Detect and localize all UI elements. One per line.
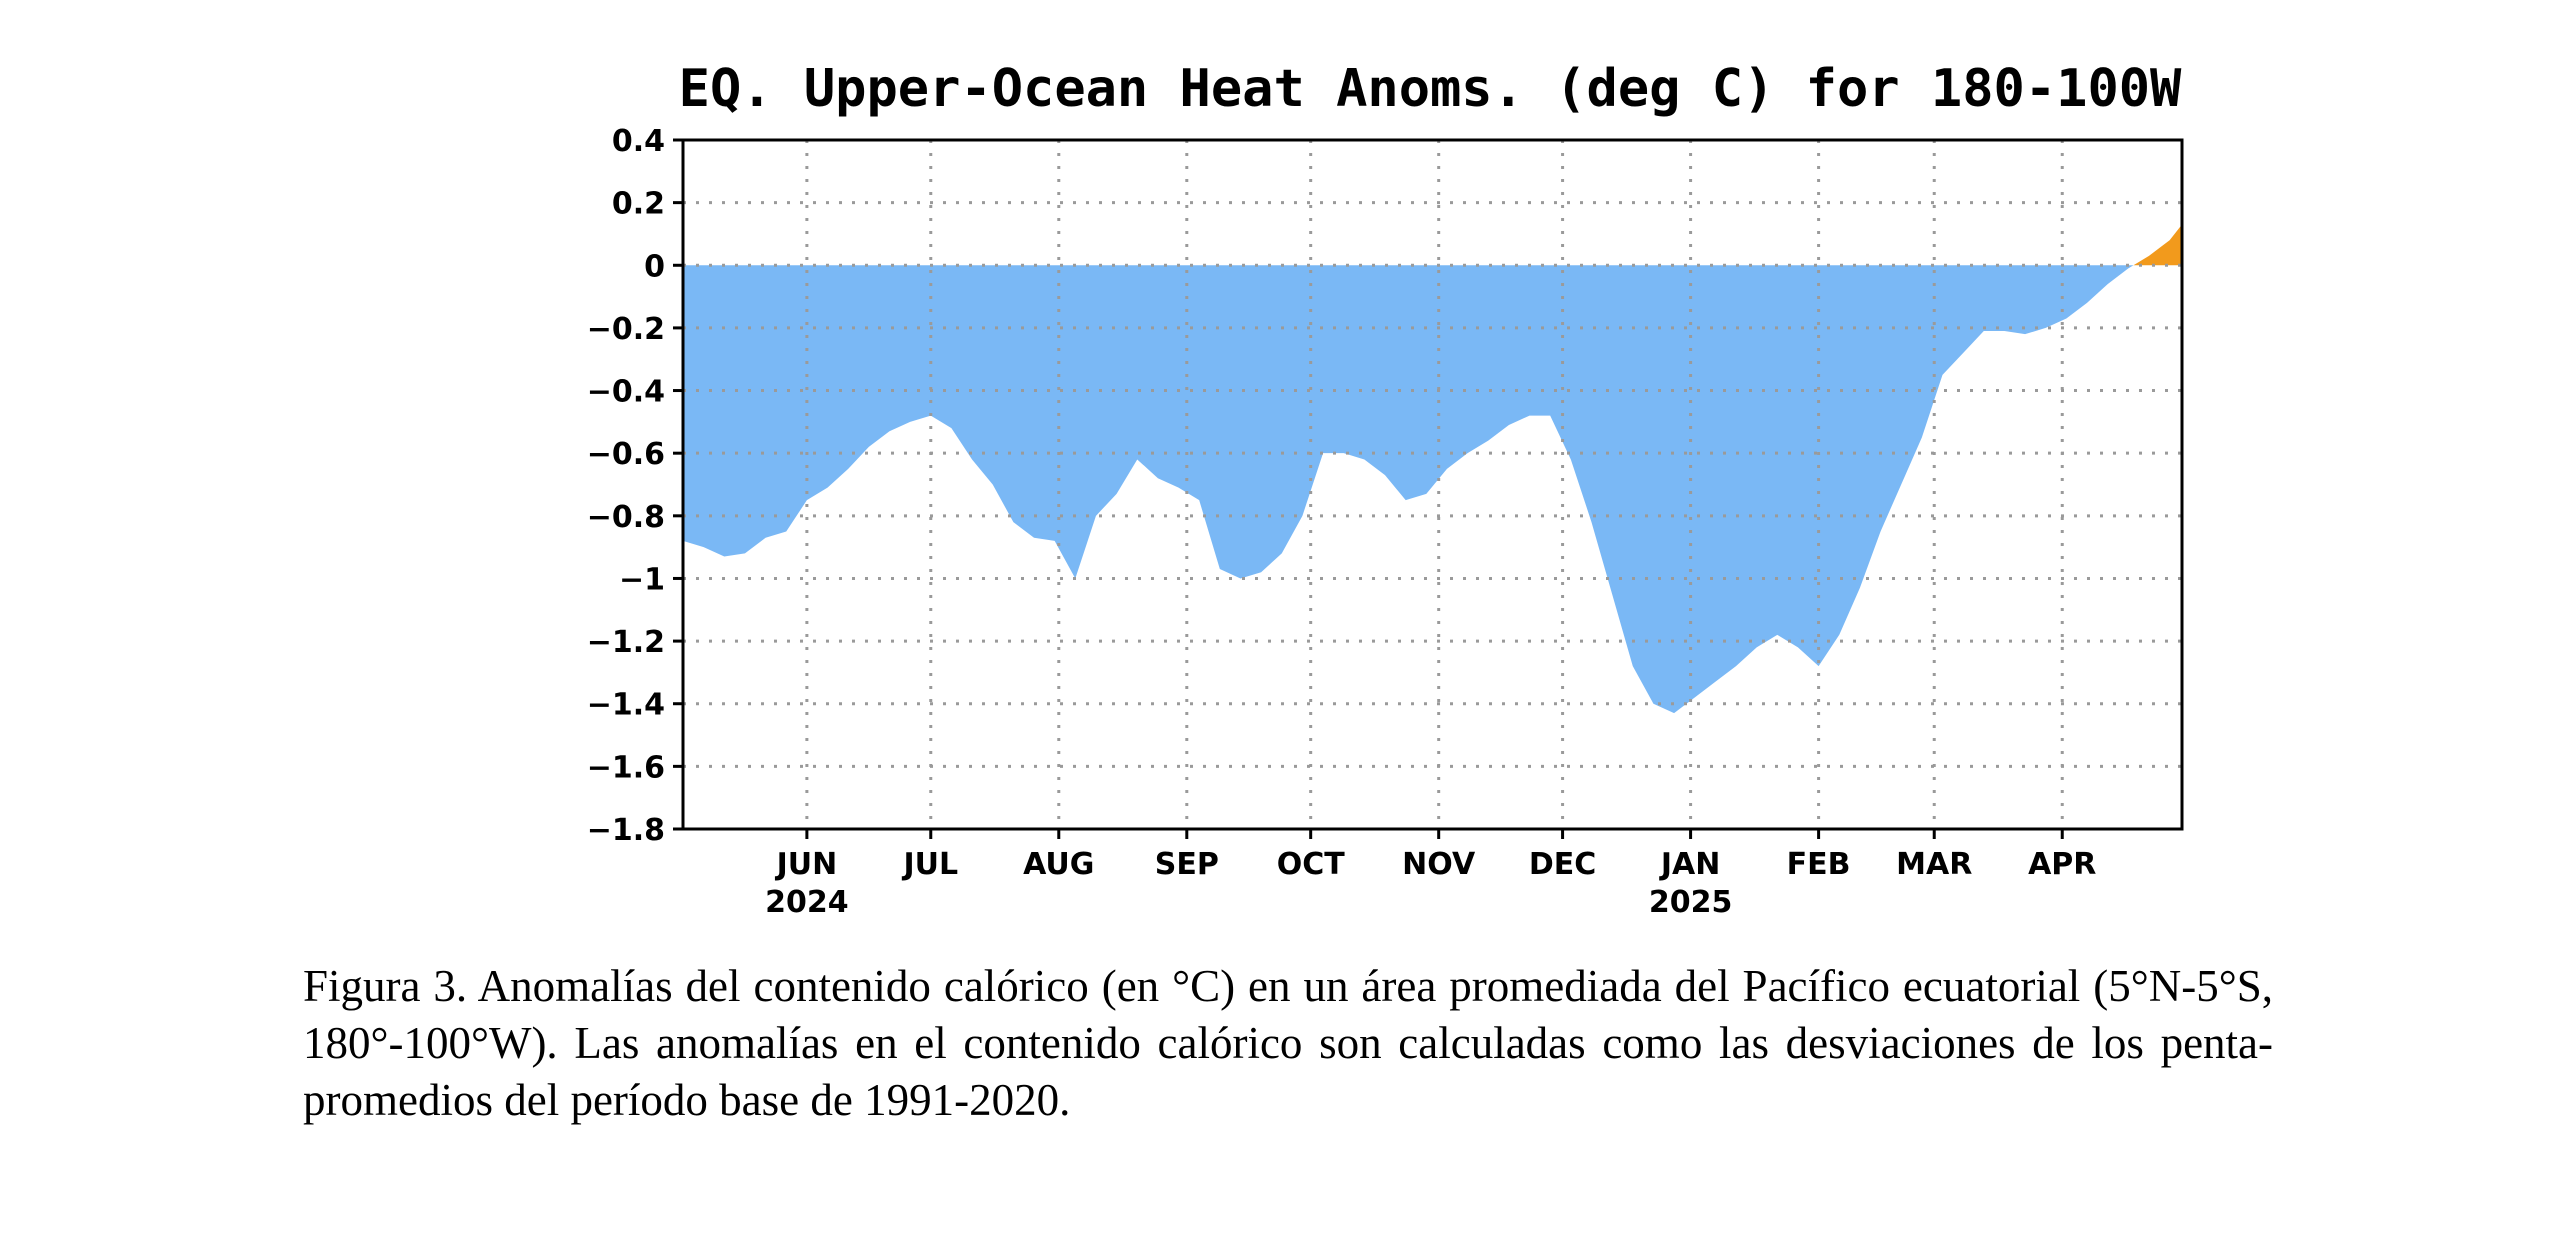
y-tick-label: 0.4 bbox=[612, 124, 665, 159]
x-tick-label: NOV bbox=[1402, 847, 1476, 882]
x-tick-label: APR bbox=[2028, 847, 2096, 882]
x-tick-label: JUL bbox=[901, 847, 958, 882]
x-tick-label: JUN bbox=[775, 847, 838, 882]
x-tick-label: JAN bbox=[1659, 847, 1721, 882]
y-tick-label: −1.4 bbox=[587, 688, 665, 723]
area-layer bbox=[683, 224, 2182, 714]
heat-anomaly-chart: EQ. Upper-Ocean Heat Anoms. (deg C) for … bbox=[587, 59, 2184, 920]
y-tick-label: −1.2 bbox=[587, 625, 665, 660]
y-tick-label: −0.4 bbox=[587, 375, 665, 410]
x-tick-label: OCT bbox=[1277, 847, 1346, 882]
x-tick-label: SEP bbox=[1155, 847, 1219, 882]
y-tick-label: −0.8 bbox=[587, 500, 665, 535]
grid-layer bbox=[683, 140, 2182, 829]
y-tick-label: −0.6 bbox=[587, 437, 665, 472]
y-tick-label: −0.2 bbox=[587, 312, 665, 347]
x-tick-year-label: 2024 bbox=[765, 885, 849, 920]
y-tick-label: 0 bbox=[644, 249, 665, 284]
y-tick-label: −1.8 bbox=[587, 813, 665, 848]
y-axis: 0.4 0.2 0 −0.2 −0.4 −0.6 −0.8 −1 −1.2 −1.4 −1.6 −1.… bbox=[587, 124, 683, 848]
plot-frame bbox=[681, 138, 2184, 831]
x-tick-label: DEC bbox=[1529, 847, 1596, 882]
x-tick-label: MAR bbox=[1896, 847, 1972, 882]
negative-anomaly-area bbox=[683, 265, 2134, 714]
y-tick-label: 0.2 bbox=[612, 187, 665, 222]
y-tick-label: −1.6 bbox=[587, 750, 665, 785]
x-tick-label: AUG bbox=[1023, 847, 1094, 882]
chart-title: EQ. Upper-Ocean Heat Anoms. (deg C) for … bbox=[679, 59, 2182, 119]
y-tick-label: −1 bbox=[619, 562, 665, 597]
figure-caption: Figura 3. Anomalías del contenido calóri… bbox=[303, 961, 2273, 1125]
positive-anomaly-area bbox=[2133, 224, 2182, 266]
x-tick-year-label: 2025 bbox=[1649, 885, 1733, 920]
x-tick-label: FEB bbox=[1787, 847, 1851, 882]
